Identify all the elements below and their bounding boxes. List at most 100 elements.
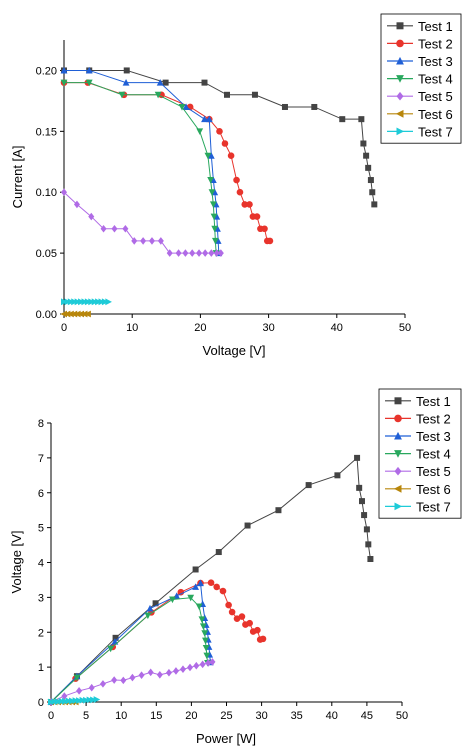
data-point bbox=[212, 237, 219, 245]
data-point bbox=[210, 213, 218, 221]
data-point bbox=[209, 658, 216, 666]
data-point bbox=[213, 583, 220, 591]
x-axis-label: Power [W] bbox=[196, 731, 256, 746]
y-tick-label: 5 bbox=[38, 523, 44, 535]
data-point bbox=[76, 687, 83, 695]
legend-entry: Test 1 bbox=[385, 394, 451, 409]
data-point bbox=[172, 667, 179, 675]
data-point bbox=[219, 587, 227, 595]
y-tick-label: 3 bbox=[38, 592, 44, 604]
data-point bbox=[354, 454, 361, 461]
legend-label: Test 5 bbox=[416, 464, 451, 479]
y-tick-label: 0 bbox=[38, 697, 44, 709]
legend: Test 1 Test 2 Test 3 Test 4 Test 5 Test 6 Test… bbox=[380, 13, 462, 144]
legend-label: Test 5 bbox=[418, 89, 453, 104]
legend-entry: Test 6 bbox=[387, 107, 453, 122]
data-point bbox=[215, 549, 222, 556]
series-7 bbox=[61, 298, 112, 306]
y-tick-label: 0.05 bbox=[36, 248, 57, 260]
data-point bbox=[80, 310, 88, 318]
data-point bbox=[356, 484, 363, 491]
series-7 bbox=[48, 696, 101, 706]
series-5 bbox=[48, 658, 216, 706]
data-point bbox=[360, 140, 367, 147]
data-point bbox=[74, 298, 82, 306]
legend-entry: Test 1 bbox=[387, 19, 453, 34]
legend-entry: Test 2 bbox=[387, 36, 453, 51]
legend-marker bbox=[394, 397, 402, 405]
legend-label: Test 3 bbox=[418, 54, 453, 69]
legend-entry: Test 6 bbox=[385, 482, 451, 497]
data-point bbox=[202, 637, 209, 645]
data-point bbox=[207, 177, 215, 184]
y-tick-label: 8 bbox=[38, 418, 44, 430]
data-point bbox=[305, 482, 312, 489]
y-tick-label: 0.15 bbox=[36, 126, 57, 138]
data-point bbox=[339, 116, 346, 123]
data-point bbox=[259, 635, 267, 643]
data-point bbox=[221, 140, 229, 147]
data-point bbox=[120, 676, 127, 685]
x-tick-label: 40 bbox=[326, 710, 338, 722]
data-point bbox=[193, 661, 200, 670]
data-point bbox=[197, 579, 204, 587]
legend-marker bbox=[394, 502, 403, 511]
data-point bbox=[62, 697, 69, 705]
data-point bbox=[227, 152, 235, 159]
data-point bbox=[154, 91, 162, 99]
data-point bbox=[118, 91, 126, 99]
legend-label: Test 2 bbox=[416, 411, 451, 426]
data-point bbox=[91, 298, 99, 306]
data-point bbox=[182, 103, 190, 110]
legend-entry: Test 4 bbox=[385, 447, 451, 462]
data-point bbox=[85, 66, 93, 74]
legend-entry: Test 2 bbox=[385, 411, 451, 426]
data-point bbox=[179, 665, 186, 674]
x-tick-label: 50 bbox=[399, 322, 411, 334]
legend-marker bbox=[396, 91, 404, 101]
data-point bbox=[201, 79, 208, 86]
data-point bbox=[105, 298, 112, 306]
data-point bbox=[67, 310, 74, 318]
data-point bbox=[65, 697, 73, 705]
data-point bbox=[48, 698, 55, 706]
x-tick-label: 15 bbox=[150, 710, 162, 722]
data-point bbox=[88, 212, 95, 221]
data-point bbox=[361, 512, 368, 519]
legend-marker bbox=[394, 414, 402, 423]
data-point bbox=[131, 237, 138, 245]
data-point bbox=[123, 67, 130, 74]
y-tick-label: 2 bbox=[38, 627, 44, 639]
series-2 bbox=[60, 79, 274, 245]
data-point bbox=[213, 249, 220, 257]
data-point bbox=[363, 152, 370, 159]
data-point bbox=[228, 608, 236, 616]
data-point bbox=[147, 668, 154, 677]
x-tick-label: 50 bbox=[396, 710, 408, 722]
x-tick-label: 30 bbox=[262, 322, 274, 334]
data-point bbox=[244, 522, 251, 529]
data-point bbox=[186, 663, 193, 672]
data-point bbox=[129, 673, 136, 682]
data-point bbox=[196, 249, 203, 257]
data-point bbox=[208, 249, 215, 257]
data-point bbox=[157, 237, 164, 245]
legend-marker bbox=[396, 127, 405, 136]
data-point bbox=[69, 697, 76, 705]
data-point bbox=[60, 79, 68, 87]
x-tick-label: 10 bbox=[126, 322, 138, 334]
y-tick-label: 4 bbox=[38, 558, 44, 570]
data-point bbox=[63, 310, 71, 318]
data-point bbox=[175, 249, 182, 257]
y-tick-label: 0.20 bbox=[36, 65, 57, 77]
x-tick-label: 10 bbox=[115, 710, 127, 722]
data-point bbox=[365, 541, 372, 548]
data-point bbox=[148, 237, 155, 245]
data-point bbox=[236, 188, 244, 196]
legend-label: Test 1 bbox=[418, 19, 453, 34]
data-point bbox=[144, 612, 152, 620]
data-point bbox=[166, 249, 173, 257]
legend-entry: Test 7 bbox=[385, 499, 451, 514]
